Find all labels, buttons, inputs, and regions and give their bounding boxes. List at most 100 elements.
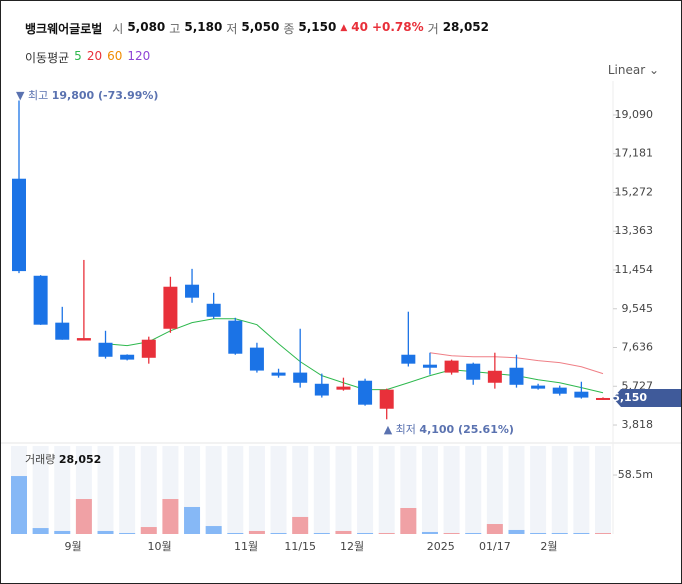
candle-body xyxy=(33,275,48,325)
x-tick-label: 2025 xyxy=(427,540,455,553)
volume-bar xyxy=(443,532,460,534)
volume-bg xyxy=(248,446,265,534)
volume-bg xyxy=(119,446,136,534)
y-tick-label: 11,454 xyxy=(615,263,654,276)
ma-period: 20 xyxy=(86,49,103,63)
candle-body xyxy=(185,284,200,298)
label: 저 xyxy=(226,22,238,36)
candle-body xyxy=(141,339,156,358)
volume-bar xyxy=(595,532,611,534)
y-tick-label: 13,363 xyxy=(615,224,654,237)
volume-bar xyxy=(205,526,222,534)
candle-body xyxy=(596,397,610,400)
annotation-label: 최고 xyxy=(28,89,48,102)
value: 5,180 xyxy=(184,20,223,34)
volume-bar xyxy=(530,532,547,534)
volume-bg xyxy=(530,446,547,534)
label: 종 xyxy=(283,22,295,36)
ma-period: 5 xyxy=(74,49,82,63)
y-tick-label: 17,181 xyxy=(615,147,654,160)
volume-bar xyxy=(465,532,482,534)
value: 5,080 xyxy=(127,20,166,34)
candle-body xyxy=(163,286,178,329)
volume-bar xyxy=(270,532,287,534)
volume-bg xyxy=(595,446,611,534)
x-tick-label: 01/17 xyxy=(479,540,511,553)
annotation-value: 19,800 (-73.99%) xyxy=(52,89,159,102)
candle-body xyxy=(358,380,373,405)
volume-bg xyxy=(465,446,482,534)
annotation: ▲ 최저 4,100 (25.61%) xyxy=(384,423,514,436)
candle-body xyxy=(228,320,243,354)
scale-menu[interactable]: Linear ⌄ xyxy=(607,63,659,77)
ma-period: 120 xyxy=(127,49,151,63)
x-tick-label: 11/15 xyxy=(284,540,316,553)
volume-bar xyxy=(486,524,503,534)
annotation-value: 4,100 (25.61%) xyxy=(419,423,514,436)
volume-bg xyxy=(97,446,114,534)
y-tick-label: 19,090 xyxy=(615,108,654,121)
volume-last: 28,052 xyxy=(59,453,101,466)
volume-bar xyxy=(378,532,395,534)
volume-bar xyxy=(248,530,265,534)
change-pct: +0.78% xyxy=(371,20,424,34)
annotation: ▼ 최고 19,800 (-73.99%) xyxy=(16,89,158,102)
candle-body xyxy=(401,354,416,364)
candle-body xyxy=(76,338,91,341)
volume-bg xyxy=(421,446,438,534)
candle-body xyxy=(487,370,502,383)
candle-body xyxy=(444,360,459,373)
y-tick-label: 7,636 xyxy=(622,341,654,354)
volume-bar xyxy=(421,531,438,534)
y-tick-label: 15,272 xyxy=(615,185,654,198)
last-price: 5,150 xyxy=(612,391,647,404)
volume-bar xyxy=(335,530,352,534)
volume-bar xyxy=(292,516,309,534)
volume-bg xyxy=(292,446,309,534)
volume-bar xyxy=(184,506,201,534)
candle-body xyxy=(293,372,308,383)
volume-bar xyxy=(119,532,136,534)
stock-name: 뱅크웨어글로벌 xyxy=(25,22,103,36)
ma-legend: 이동평균 5 20 60 120 xyxy=(25,49,150,66)
volume-bg xyxy=(335,446,352,534)
change: 40 xyxy=(351,20,368,34)
x-tick-label: 11월 xyxy=(234,540,258,553)
volume-bg xyxy=(508,446,525,534)
candle-body xyxy=(249,347,264,371)
volume-bg xyxy=(140,446,157,534)
candle-body xyxy=(12,178,26,272)
volume-bg xyxy=(54,446,71,534)
volume-bg xyxy=(378,446,395,534)
volume-bar xyxy=(32,528,49,534)
candle-body xyxy=(120,354,135,360)
volume-bg xyxy=(357,446,374,534)
volume-bar xyxy=(11,476,27,534)
volume-tick-label: 58.5m xyxy=(618,468,653,481)
candle-body xyxy=(466,363,481,380)
volume-bar xyxy=(227,532,244,534)
candle-body xyxy=(509,367,524,385)
volume-title: 거래량 28,052 xyxy=(25,453,101,466)
volume-bar xyxy=(313,532,330,534)
volume-bar xyxy=(97,530,114,534)
candle-body xyxy=(552,387,567,394)
value: 5,050 xyxy=(241,20,280,34)
candle-body xyxy=(206,303,221,317)
up-icon: ▲ xyxy=(340,23,348,33)
label: 거 xyxy=(427,22,439,36)
scale-text[interactable]: Linear xyxy=(607,63,646,77)
candle-body xyxy=(271,372,286,376)
candle-body xyxy=(422,364,437,368)
header: 뱅크웨어글로벌 시 5,080 고 5,180 저 5,050 종 5,150 ▲ 40 +… xyxy=(25,20,489,37)
annotation-label: 최저 xyxy=(396,423,416,436)
volume-bar xyxy=(400,507,417,534)
y-tick-label: 3,818 xyxy=(622,418,654,431)
ma-label: 이동평균 xyxy=(25,51,70,65)
x-tick-label: 2월 xyxy=(540,540,557,553)
volume-bar xyxy=(75,499,92,534)
volume-label: 거래량 xyxy=(25,453,55,466)
volume-bg xyxy=(486,446,503,534)
volume-bar xyxy=(357,532,374,534)
value: 5,150 xyxy=(298,20,337,34)
